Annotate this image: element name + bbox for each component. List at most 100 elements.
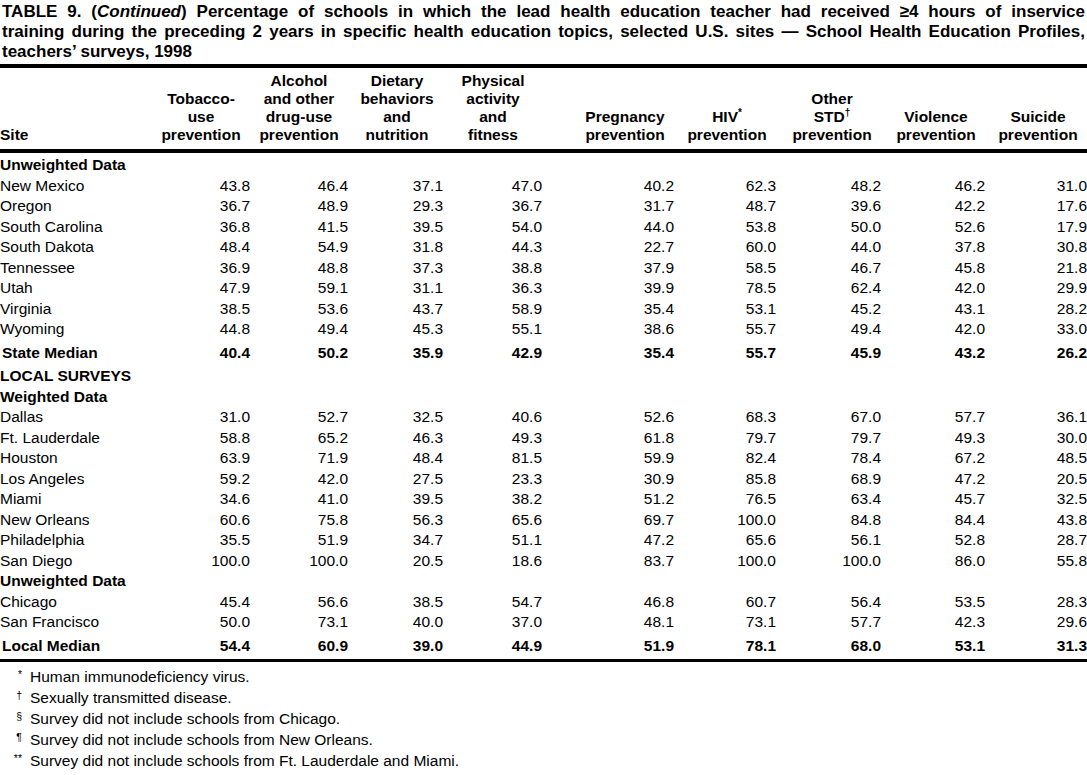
value-cell: 36.7 (152, 196, 250, 217)
value-cell: 100.0 (250, 551, 348, 572)
footnote-text: Survey did not include schools from Chic… (30, 710, 340, 727)
column-header-hiv: HIV*prevention (674, 66, 776, 151)
value-cell: 54.9 (250, 237, 348, 258)
data-table: SiteTobacco-usepreventionAlcoholand othe… (0, 64, 1087, 662)
value-cell: 60.7 (674, 592, 776, 613)
footnote-marker: * (2, 665, 22, 684)
footnote-marker: ¶ (2, 728, 22, 747)
value-cell: 43.8 (152, 176, 250, 197)
value-cell: 48.7 (674, 196, 776, 217)
value-cell: 55.8 (985, 551, 1087, 572)
value-cell: 36.1 (985, 407, 1087, 428)
value-cell: 51.9 (542, 633, 674, 661)
value-cell: 55.7 (674, 319, 776, 340)
value-cell: 54.4 (152, 633, 250, 661)
value-cell: 33.0 (985, 319, 1087, 340)
column-header-tobacco: Tobacco-useprevention (152, 66, 250, 151)
table-row: Chicago45.456.638.554.746.860.756.453.52… (0, 592, 1087, 613)
column-header-dietary: Dietarybehaviorsandnutrition (348, 66, 443, 151)
section-label: Unweighted Data (0, 151, 1087, 176)
value-cell: 46.3 (348, 428, 443, 449)
value-cell: 31.0 (152, 407, 250, 428)
value-cell: 100.0 (674, 510, 776, 531)
table-row: Ft. Lauderdale58.865.246.349.361.879.779… (0, 428, 1087, 449)
footnote: *Human immunodeficiency virus. (2, 667, 1085, 688)
value-cell: 22.7 (542, 237, 674, 258)
value-cell: 48.9 (250, 196, 348, 217)
value-cell: 55.7 (674, 340, 776, 367)
column-header-suicide: Suicideprevention (985, 66, 1087, 151)
site-cell: Chicago (0, 592, 152, 613)
value-cell: 56.4 (776, 592, 881, 613)
section-row: LOCAL SURVEYS (0, 366, 1087, 387)
value-cell: 69.7 (542, 510, 674, 531)
value-cell: 76.5 (674, 489, 776, 510)
value-cell: 38.8 (443, 258, 542, 279)
value-cell: 73.1 (674, 612, 776, 633)
value-cell: 54.0 (443, 217, 542, 238)
value-cell: 62.4 (776, 278, 881, 299)
footnote: †Sexually transmitted disease. (2, 688, 1085, 709)
table-row: Philadelphia35.551.934.751.147.265.656.1… (0, 530, 1087, 551)
value-cell: 52.7 (250, 407, 348, 428)
value-cell: 75.8 (250, 510, 348, 531)
value-cell: 31.8 (348, 237, 443, 258)
table-row: Virginia38.553.643.758.935.453.145.243.1… (0, 299, 1087, 320)
value-cell: 39.5 (348, 217, 443, 238)
value-cell: 57.7 (881, 407, 985, 428)
value-cell: 32.5 (348, 407, 443, 428)
value-cell: 42.3 (881, 612, 985, 633)
value-cell: 30.0 (985, 428, 1087, 449)
value-cell: 46.7 (776, 258, 881, 279)
value-cell: 48.1 (542, 612, 674, 633)
value-cell: 68.0 (776, 633, 881, 661)
table-title: TABLE 9. (Continued) Percentage of schoo… (0, 2, 1087, 62)
value-cell: 78.4 (776, 448, 881, 469)
section-label: Unweighted Data (0, 571, 1087, 592)
value-cell: 68.9 (776, 469, 881, 490)
site-cell: Tennessee (0, 258, 152, 279)
value-cell: 30.9 (542, 469, 674, 490)
value-cell: 47.0 (443, 176, 542, 197)
value-cell: 48.2 (776, 176, 881, 197)
site-cell: Virginia (0, 299, 152, 320)
value-cell: 44.0 (542, 217, 674, 238)
value-cell: 28.3 (985, 592, 1087, 613)
value-cell: 42.0 (881, 319, 985, 340)
value-cell: 37.0 (443, 612, 542, 633)
table-row: Dallas31.052.732.540.652.668.367.057.736… (0, 407, 1087, 428)
value-cell: 31.1 (348, 278, 443, 299)
value-cell: 42.0 (250, 469, 348, 490)
value-cell: 85.8 (674, 469, 776, 490)
value-cell: 47.2 (881, 469, 985, 490)
value-cell: 44.8 (152, 319, 250, 340)
site-cell: New Mexico (0, 176, 152, 197)
value-cell: 36.7 (443, 196, 542, 217)
value-cell: 35.5 (152, 530, 250, 551)
value-cell: 100.0 (776, 551, 881, 572)
value-cell: 39.5 (348, 489, 443, 510)
site-cell: South Carolina (0, 217, 152, 238)
value-cell: 56.6 (250, 592, 348, 613)
document-page: TABLE 9. (Continued) Percentage of schoo… (0, 0, 1087, 775)
site-cell: South Dakota (0, 237, 152, 258)
value-cell: 35.4 (542, 299, 674, 320)
title-line-2: training during the preceding 2 years in… (2, 22, 1085, 42)
site-cell: New Orleans (0, 510, 152, 531)
value-cell: 30.8 (985, 237, 1087, 258)
value-cell: 100.0 (152, 551, 250, 572)
section-row: Unweighted Data (0, 151, 1087, 176)
site-cell: Los Angeles (0, 469, 152, 490)
value-cell: 59.2 (152, 469, 250, 490)
value-cell: 29.9 (985, 278, 1087, 299)
value-cell: 58.9 (443, 299, 542, 320)
value-cell: 60.9 (250, 633, 348, 661)
value-cell: 27.5 (348, 469, 443, 490)
value-cell: 51.1 (443, 530, 542, 551)
footnotes: *Human immunodeficiency virus.†Sexually … (0, 662, 1087, 772)
value-cell: 28.7 (985, 530, 1087, 551)
value-cell: 83.7 (542, 551, 674, 572)
value-cell: 53.6 (250, 299, 348, 320)
value-cell: 34.7 (348, 530, 443, 551)
value-cell: 49.4 (250, 319, 348, 340)
